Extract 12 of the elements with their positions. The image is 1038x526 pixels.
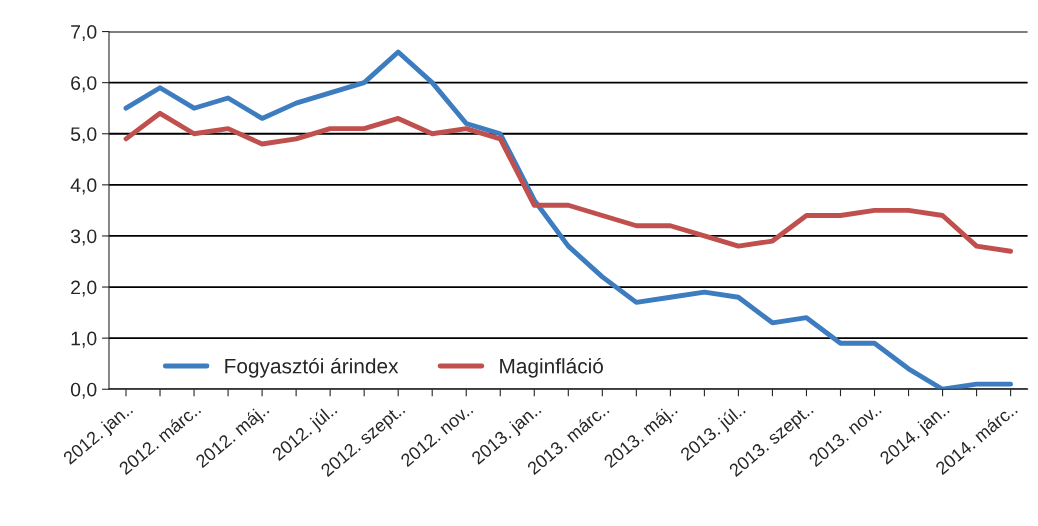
y-tick-label: 2,0 bbox=[71, 280, 97, 297]
y-tick-label: 6,0 bbox=[71, 76, 97, 93]
y-tick-label: 4,0 bbox=[70, 178, 97, 195]
line-series bbox=[123, 110, 1014, 254]
y-tick-label: 3,0 bbox=[70, 229, 97, 246]
line-series bbox=[123, 49, 1014, 390]
y-tick-label: 1,0 bbox=[71, 331, 97, 348]
legend-label: Maginfláció bbox=[500, 357, 603, 378]
y-tick-label: 7,0 bbox=[71, 25, 97, 42]
y-tick-label: 5,0 bbox=[70, 127, 97, 144]
legend-label: Fogyasztói árindex bbox=[225, 357, 399, 378]
y-tick-label: 0,0 bbox=[70, 382, 97, 399]
